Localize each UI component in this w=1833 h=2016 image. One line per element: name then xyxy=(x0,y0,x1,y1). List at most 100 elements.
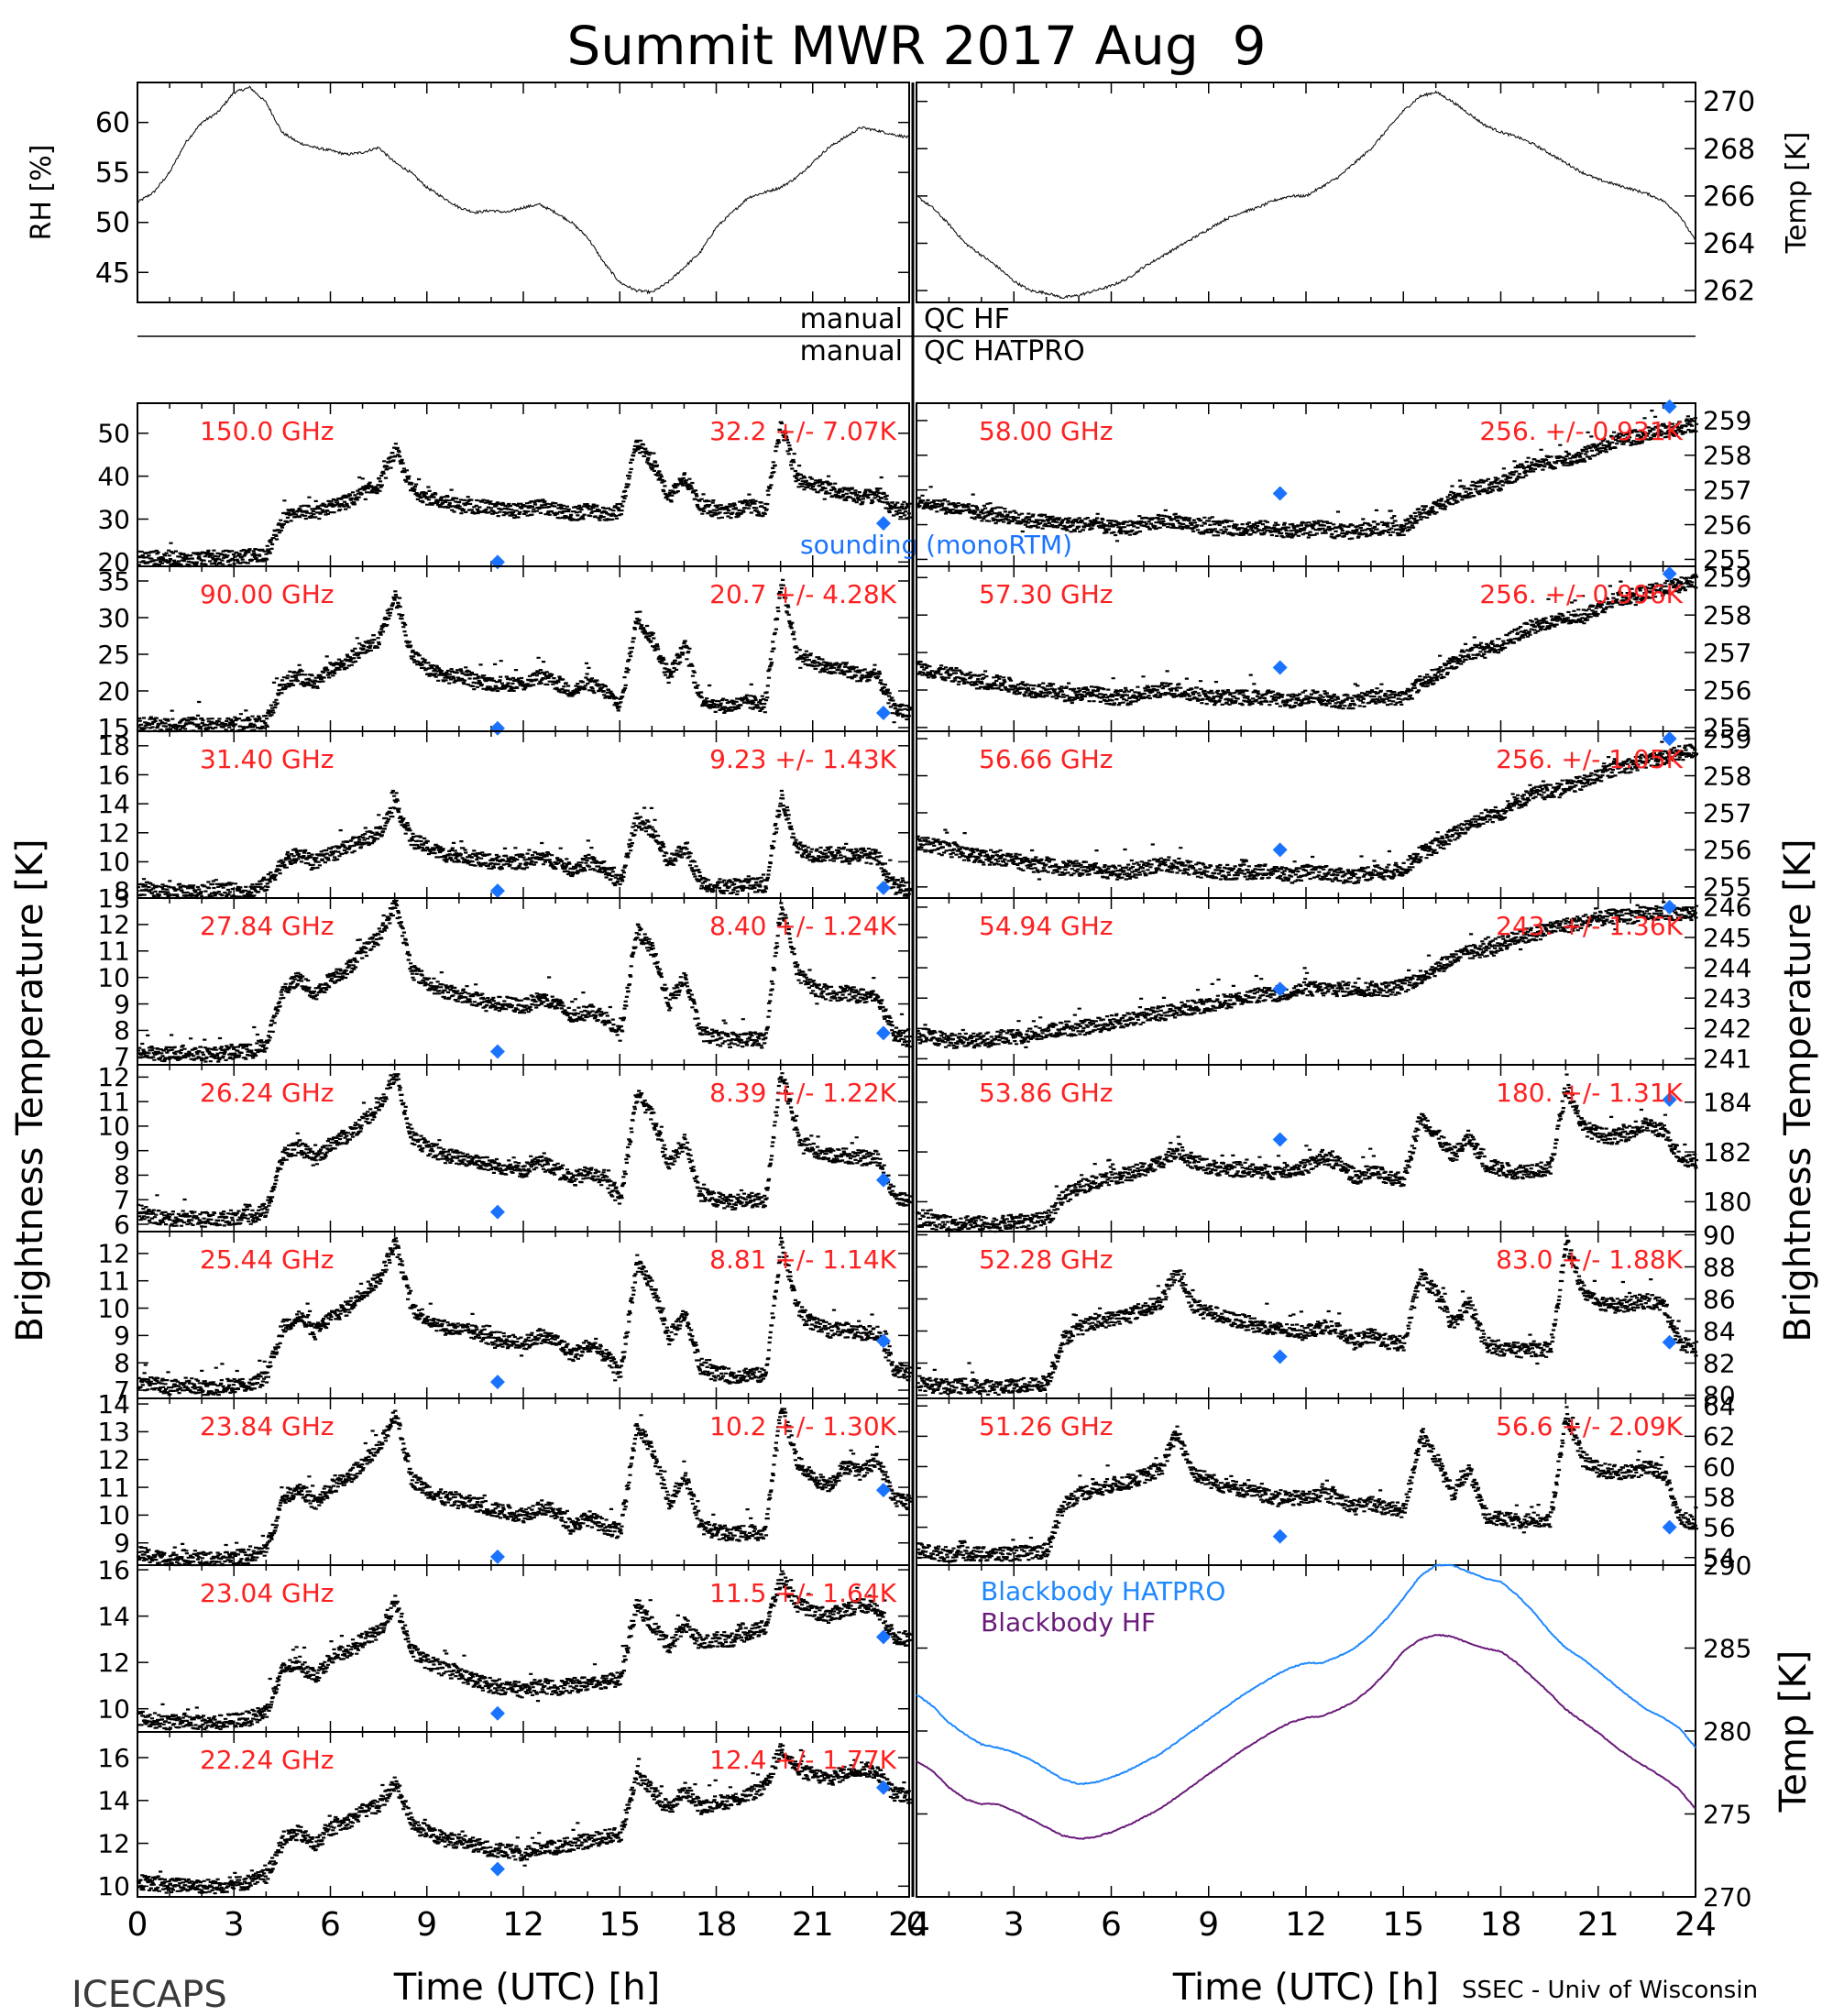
sounding-point xyxy=(489,1705,505,1721)
y-tick-label: 244 xyxy=(1703,953,1751,983)
y-tick-label: 256 xyxy=(1703,835,1751,865)
sounding-point xyxy=(1662,1092,1677,1108)
panel-ch-53.86: 180 182 184 53.86 GHz 180. +/- 1.31K xyxy=(915,1064,1751,1233)
y-tick-label: 7 xyxy=(114,1185,130,1215)
stats-label: 243. +/- 1.36K xyxy=(1496,911,1683,941)
channel-label: 53.86 GHz xyxy=(979,1078,1114,1108)
sounding-point xyxy=(489,1204,505,1220)
stats-label: 32.2 +/- 7.07K xyxy=(709,416,896,446)
y-tick-label: 82 xyxy=(1703,1348,1736,1378)
stats-label: 180. +/- 1.31K xyxy=(1496,1078,1683,1108)
left-axis-title: Brightness Temperature [K] xyxy=(9,838,51,1342)
y-tick-label: 258 xyxy=(1703,761,1751,791)
y-tick-label: 270 xyxy=(1703,1882,1751,1912)
y-tick-label: 60 xyxy=(1703,1452,1736,1482)
series-points xyxy=(915,1234,1699,1396)
stats-label: 9.23 +/- 1.43K xyxy=(709,744,896,774)
panel-blackbody: 270 275 280 285 290 Temp [K] 0 3 6 9 12 15 18 21 24 Bla… xyxy=(906,1550,1815,1944)
y-tick-label: 245 xyxy=(1703,923,1751,953)
y-tick-label: 25 xyxy=(97,640,130,670)
y-tick-label: 259 xyxy=(1703,406,1751,436)
y-tick-label: 12 xyxy=(97,1445,130,1475)
qc-label-hatpro-right: QC HATPRO xyxy=(924,335,1085,367)
x-tick-label: 9 xyxy=(1198,1906,1219,1944)
sounding-point xyxy=(1272,1349,1288,1364)
y-tick-label: 6 xyxy=(114,1210,130,1240)
x-tick-label: 21 xyxy=(1577,1906,1619,1944)
series-points xyxy=(915,410,1699,542)
x-tick-label: 18 xyxy=(1480,1906,1522,1944)
sounding-point xyxy=(489,883,505,899)
series-line xyxy=(916,90,1696,300)
y-tick-label: 12 xyxy=(97,818,130,849)
legend-entry: Blackbody HATPRO xyxy=(981,1576,1225,1606)
series-line-hatpro xyxy=(916,1563,1696,1785)
series-points xyxy=(136,1408,913,1567)
x-tick-label: 0 xyxy=(906,1906,927,1944)
panel-ch-23.04: 10 12 14 16 23.04 GHz 11.5 +/- 1.64K xyxy=(97,1555,913,1733)
y-tick-label: 50 xyxy=(97,419,130,449)
y-tick-label: 285 xyxy=(1703,1633,1751,1663)
x-tick-label: 15 xyxy=(598,1906,641,1944)
y-tick-label: 10 xyxy=(97,1293,130,1323)
sounding-point xyxy=(875,880,891,895)
x-tick-label: 18 xyxy=(696,1906,738,1944)
sounding-point xyxy=(1272,660,1288,675)
x-tick-label: 12 xyxy=(1285,1906,1327,1944)
sounding-point xyxy=(875,1333,891,1349)
series-points xyxy=(136,1237,913,1397)
sounding-point xyxy=(1662,399,1677,414)
y-tick-label: 10 xyxy=(97,1871,130,1901)
qc-label-hf-left: manual xyxy=(800,303,903,335)
y-tick-label: 7 xyxy=(114,1042,130,1072)
stats-label: 10.2 +/- 1.30K xyxy=(709,1411,896,1441)
series-points xyxy=(136,789,913,900)
y-tick-label: 7 xyxy=(114,1375,130,1406)
sounding-point xyxy=(1272,842,1288,858)
sounding-point xyxy=(1272,981,1288,997)
y-tick-label: 20 xyxy=(97,676,130,707)
channel-label: 54.94 GHz xyxy=(979,911,1114,941)
y-tick-label: 90 xyxy=(1703,1220,1736,1250)
y-tick-label: 257 xyxy=(1703,475,1751,505)
y-tick-label: 16 xyxy=(97,1555,130,1585)
x-axis-label-right: Time (UTC) [h] xyxy=(1172,1967,1439,2009)
y-tick-label: 242 xyxy=(1703,1013,1751,1044)
sounding-point xyxy=(875,1025,891,1041)
y-tick-label: 13 xyxy=(97,883,130,914)
x-tick-label: 6 xyxy=(1101,1906,1122,1944)
stats-label: 256. +/- 0.931K xyxy=(1479,416,1683,446)
y-tick-label: 8 xyxy=(114,876,130,906)
x-tick-label: 15 xyxy=(1382,1906,1424,1944)
y-tick-label: 15 xyxy=(97,713,130,743)
sounding-point xyxy=(1662,899,1677,915)
sounding-point xyxy=(1662,1334,1677,1350)
y-tick-label: 13 xyxy=(97,1417,130,1447)
series-line xyxy=(137,85,910,295)
x-tick-label: 3 xyxy=(224,1906,245,1944)
x-tick-label: 6 xyxy=(320,1906,341,1944)
stats-label: 11.5 +/- 1.64K xyxy=(709,1578,896,1608)
panel-rh: 45 50 55 60 RH [%] xyxy=(26,82,910,303)
channel-label: 23.04 GHz xyxy=(200,1578,335,1608)
channel-label: 51.26 GHz xyxy=(979,1411,1114,1441)
y-tick-label: 275 xyxy=(1703,1799,1751,1829)
y-tick-label: 11 xyxy=(97,937,130,967)
y-tick-label: 9 xyxy=(114,1135,130,1166)
channel-label: 26.24 GHz xyxy=(200,1078,335,1108)
y-tick-label: 268 xyxy=(1703,134,1755,166)
stats-label: 256. +/- 1.05K xyxy=(1496,744,1683,774)
sounding-point xyxy=(875,1780,891,1795)
stats-label: 8.81 +/- 1.14K xyxy=(709,1244,896,1275)
series-points xyxy=(136,421,913,568)
site-label: ICECAPS xyxy=(71,1974,227,2016)
y-tick-label: 255 xyxy=(1703,544,1751,575)
y-tick-label: 14 xyxy=(97,789,130,819)
x-tick-label: 24 xyxy=(1674,1906,1717,1944)
sounding-point xyxy=(875,1483,891,1498)
panel-temp: 262 264 266 268 270 Temp [K] xyxy=(916,82,1813,308)
y-tick-label: 8 xyxy=(114,1348,130,1378)
y-tick-label: 16 xyxy=(97,1743,130,1773)
